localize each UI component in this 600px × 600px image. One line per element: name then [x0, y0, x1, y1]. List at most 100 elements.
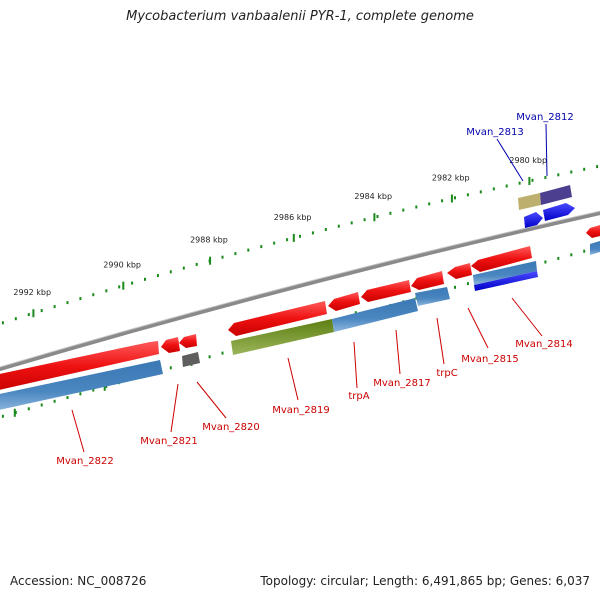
leader-mvan-2812 [545, 123, 548, 177]
label-mvan-2813: Mvan_2813 [466, 127, 523, 138]
label-mvan-2821: Mvan_2821 [140, 436, 197, 447]
cds-trpC[interactable] [411, 271, 444, 290]
outer-ruler-dot [156, 274, 159, 277]
inner-ruler-dot [66, 396, 69, 400]
outer-ruler-dot [286, 238, 289, 242]
cds-mvan-2813[interactable] [524, 212, 543, 228]
outer-ruler-dot [350, 221, 353, 225]
leader-mvan-2819 [287, 357, 299, 401]
leader-mvan-2821 [170, 383, 179, 433]
scale-label: 2986 kbp [274, 213, 312, 222]
gene-bar-mvan-2815[interactable] [473, 261, 537, 285]
cds-mvan-2819[interactable] [228, 301, 327, 336]
inner-ruler-dot [79, 392, 82, 396]
gene-bar-mvan-2812[interactable] [540, 185, 572, 205]
leader-mvan-2813 [496, 138, 524, 182]
gene-bar-mvan-2822[interactable] [0, 360, 163, 412]
outer-ruler-dot [273, 241, 276, 245]
genome-backbone-highlight [0, 210, 600, 368]
leader-mvan-2814 [511, 297, 543, 337]
outer-ruler-dot [492, 187, 495, 191]
outer-ruler-dot [454, 196, 456, 200]
leader-mvan-2822 [71, 409, 85, 453]
inner-ruler-dot [557, 256, 560, 260]
label-mvan-2812: Mvan_2812 [516, 112, 573, 123]
outer-ruler-dot [260, 245, 263, 249]
label-mvan-2822: Mvan_2822 [56, 456, 113, 467]
cds-mvan-2822[interactable] [0, 341, 159, 392]
cds-track [0, 246, 532, 392]
cds-offscreen-right [586, 225, 600, 238]
leader-lines [71, 123, 548, 453]
cds-mvan-2821[interactable] [161, 337, 180, 353]
outer-ruler-dot [570, 170, 573, 174]
label-mvan-2817: Mvan_2817 [373, 378, 430, 389]
major-tick [122, 281, 125, 290]
outer-ruler-dot [557, 173, 560, 177]
outer-ruler-dot [479, 190, 482, 194]
scale-label: 2992 kbp [13, 288, 51, 297]
scale-label: 2988 kbp [190, 236, 228, 245]
cds-trpA[interactable] [328, 292, 360, 311]
inner-major-tick [13, 408, 16, 417]
outer-ruler-dot [118, 285, 121, 289]
label-mvan-2819: Mvan_2819 [272, 405, 329, 416]
outer-ruler-dot [518, 181, 521, 185]
gene-bar-mvan-2814[interactable] [474, 271, 538, 291]
cds-mvan-2815[interactable] [447, 263, 472, 279]
scale-label: 2980 kbp [509, 156, 547, 165]
outer-ruler-dot [596, 165, 599, 169]
outer-ruler-dot [583, 167, 586, 171]
leader-mvan-2815 [467, 307, 489, 349]
cds-mvan-2812[interactable] [543, 203, 575, 221]
outer-ruler-dot [182, 266, 185, 270]
gene-bar-offscreen-right [590, 241, 600, 255]
outer-ruler-dot [299, 234, 301, 238]
gene-bar-mvan-2819[interactable] [231, 319, 334, 355]
outer-ruler-dot [40, 309, 43, 313]
map-title: Mycobacterium vanbaalenii PYR-1, complet… [126, 9, 474, 24]
gene-bar-trpC[interactable] [415, 287, 450, 306]
cds-mvan-2817[interactable] [361, 280, 411, 302]
accession-text: Accession: NC_008726 [10, 574, 147, 588]
inner-ruler-dot [92, 388, 95, 392]
inner-ruler-dot [221, 351, 224, 355]
outer-ruler-dot [441, 199, 444, 203]
gene-bar-trpA-mvan-2817[interactable] [332, 298, 418, 332]
gene-bar-mvan-2820[interactable] [182, 352, 200, 367]
outer-ruler-dot [531, 178, 534, 182]
outer-ruler-dot [221, 255, 224, 259]
label-mvan-2814: Mvan_2814 [515, 339, 572, 350]
major-tick [450, 194, 453, 203]
outer-ruler-dot [144, 277, 146, 281]
upper-track [518, 185, 600, 255]
cds-mvan-2814[interactable] [471, 246, 532, 272]
gene-bar-track [0, 261, 538, 412]
cds-mvan-2820[interactable] [179, 334, 197, 348]
outer-ruler-dot [131, 281, 134, 285]
major-tick [373, 213, 376, 222]
label-trpC: trpC [436, 368, 457, 379]
outer-ruler-dot [389, 211, 392, 215]
genome-backbone [0, 211, 600, 372]
major-tick [292, 233, 295, 242]
outer-ruler-dot [234, 252, 237, 256]
outer-ruler-dot [376, 215, 379, 218]
inner-ruler-dot [27, 407, 30, 411]
outer-ruler-dot [324, 228, 327, 231]
label-mvan-2820: Mvan_2820 [202, 422, 259, 433]
inner-ruler-dot [583, 249, 586, 253]
major-tick [528, 177, 531, 185]
inner-ruler-dot [570, 253, 573, 257]
outer-ruler-dot [79, 297, 82, 301]
label-trpA: trpA [348, 391, 369, 402]
major-tick [32, 309, 35, 318]
outer-ruler-dot [402, 208, 405, 212]
gene-bar-mvan-2813[interactable] [518, 193, 541, 210]
outer-ruler-dot [169, 270, 172, 274]
scale-label: 2990 kbp [103, 261, 141, 270]
leader-mvan-2817 [395, 329, 401, 375]
outer-ruler-dot [27, 313, 30, 317]
inner-ruler-dot [40, 403, 43, 407]
